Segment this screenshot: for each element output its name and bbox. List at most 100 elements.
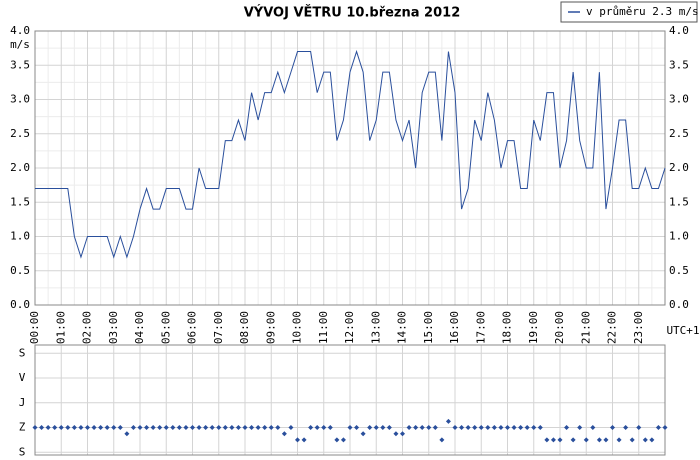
direction-point (91, 425, 97, 430)
x-tick-label: 22:00 (606, 311, 619, 344)
direction-point (275, 425, 281, 430)
direction-point (196, 425, 202, 430)
y-tick-label: V (19, 371, 26, 384)
y-unit: m/s (10, 38, 30, 51)
direction-point (347, 425, 353, 430)
direction-point (157, 425, 163, 430)
direction-point (334, 437, 340, 443)
y-tick-label: 3.5 (10, 58, 30, 71)
direction-point (144, 425, 150, 430)
direction-point (432, 425, 438, 430)
direction-point (472, 425, 478, 430)
direction-point (360, 431, 366, 437)
direction-point (623, 425, 629, 430)
chart-title: VÝVOJ VĚTRU 10.března 2012 (244, 5, 461, 21)
direction-point (209, 425, 215, 430)
x-tick-label: 00:00 (28, 311, 41, 344)
y-tick-label-right: 4.0 (669, 24, 689, 37)
direction-point (255, 425, 261, 430)
direction-point (491, 425, 497, 430)
direction-point (281, 431, 287, 437)
direction-point (465, 425, 471, 430)
direction-point (52, 425, 58, 430)
timezone-note: UTC+1 (666, 324, 699, 337)
y-tick-label: 0.0 (10, 298, 30, 311)
x-tick-label: 23:00 (632, 311, 645, 344)
direction-point (45, 425, 51, 430)
y-tick-label-right: 0.0 (669, 298, 689, 311)
x-tick-label: 01:00 (54, 311, 67, 344)
direction-point (242, 425, 248, 430)
direction-point (235, 425, 241, 430)
direction-point (616, 437, 622, 443)
direction-point (85, 425, 90, 430)
direction-point (295, 437, 300, 443)
direction-point (222, 425, 228, 430)
direction-point (321, 425, 327, 430)
x-tick-label: 17:00 (474, 311, 487, 344)
x-tick-label: 20:00 (553, 311, 566, 344)
y-tick-label: 1.5 (10, 195, 30, 208)
direction-point (190, 425, 195, 430)
direction-point (629, 437, 635, 443)
direction-point (163, 425, 169, 430)
direction-point (65, 425, 71, 430)
x-tick-label: 14:00 (396, 311, 409, 344)
y-tick-label: 2.5 (10, 127, 30, 140)
direction-point (478, 425, 484, 430)
x-tick-label: 19:00 (527, 311, 540, 344)
direction-point (150, 425, 156, 430)
x-tick-label: 15:00 (422, 311, 435, 344)
direction-point (590, 425, 596, 430)
x-tick-label: 12:00 (343, 311, 356, 344)
direction-point (124, 431, 130, 437)
direction-point (406, 425, 412, 430)
direction-point (327, 425, 333, 430)
direction-point (367, 425, 373, 430)
direction-point (183, 425, 189, 430)
y-tick-label-right: 2.0 (669, 161, 689, 174)
y-tick-label-right: 0.5 (669, 264, 689, 277)
direction-point (550, 437, 556, 443)
direction-point (610, 425, 615, 430)
direction-point (445, 418, 451, 424)
y-tick-label: 4.0 (10, 24, 30, 37)
direction-point (603, 437, 609, 443)
direction-point (583, 437, 589, 443)
direction-point (636, 425, 642, 430)
direction-point (596, 437, 602, 443)
x-tick-label: 05:00 (159, 311, 172, 344)
direction-point (655, 425, 661, 430)
y-tick-label: J (19, 396, 26, 409)
direction-point (642, 437, 648, 443)
direction-point (117, 425, 123, 430)
direction-point (249, 425, 255, 430)
x-tick-label: 08:00 (238, 311, 251, 344)
direction-point (32, 425, 38, 430)
direction-point (518, 425, 524, 430)
direction-point (564, 425, 570, 430)
direction-point (537, 425, 543, 430)
y-tick-label: S (19, 346, 26, 359)
direction-point (413, 425, 419, 430)
x-tick-label: 02:00 (81, 311, 94, 344)
direction-point (340, 437, 346, 443)
direction-point (137, 425, 143, 430)
direction-point (203, 425, 209, 430)
direction-point (531, 425, 537, 430)
direction-point (570, 437, 576, 443)
direction-point (301, 437, 307, 443)
direction-point (39, 425, 45, 430)
direction-point (314, 425, 320, 430)
direction-point (439, 437, 445, 443)
direction-point (262, 425, 268, 430)
direction-point (288, 425, 294, 430)
direction-point (459, 425, 465, 430)
data-line (35, 49, 666, 259)
direction-point (498, 425, 504, 430)
direction-point (111, 425, 117, 430)
direction-point (170, 425, 176, 430)
y-tick-label-right: 3.5 (669, 58, 689, 71)
x-tick-label: 13:00 (369, 311, 382, 344)
